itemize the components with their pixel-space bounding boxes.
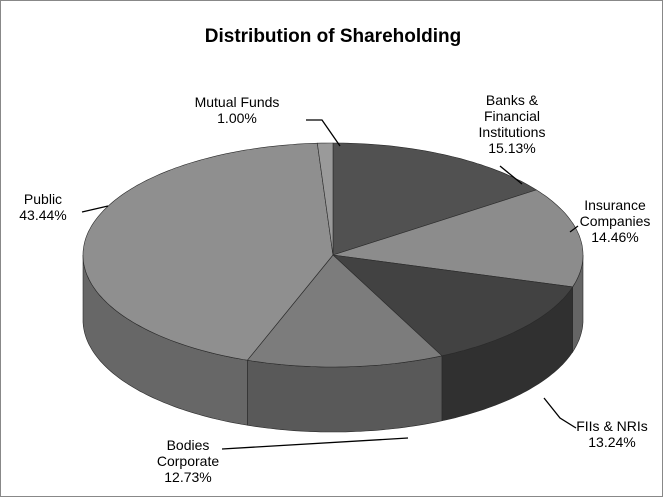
leader-line: [221, 437, 409, 450]
pie-slice: [332, 189, 584, 288]
leader-line: [81, 205, 109, 213]
leader-line: [306, 119, 341, 147]
category-label: Banks & Financial Institutions: [479, 92, 546, 140]
category-label: Public: [24, 191, 62, 207]
leader-line: [543, 397, 577, 429]
leader-line: [499, 165, 523, 185]
pie-slice: [332, 254, 574, 357]
value-label: 1.00%: [217, 110, 257, 126]
value-label: 15.13%: [488, 140, 535, 156]
category-label: Bodies Corporate: [157, 437, 219, 469]
category-label: Mutual Funds: [195, 94, 280, 110]
pie-side: [247, 355, 443, 433]
chart-title: Distribution of Shareholding: [205, 26, 461, 47]
pie-slice: [246, 254, 443, 368]
category-label: FIIs & NRIs: [576, 418, 648, 434]
value-label: 43.44%: [19, 207, 66, 223]
category-label: Insurance Companies: [580, 197, 651, 229]
value-label: 12.73%: [164, 469, 211, 485]
leader-line: [569, 225, 579, 233]
value-label: 14.46%: [591, 229, 638, 245]
value-label: 13.24%: [588, 434, 635, 450]
pie-slice: [316, 142, 334, 256]
pie-slice: [82, 142, 334, 361]
